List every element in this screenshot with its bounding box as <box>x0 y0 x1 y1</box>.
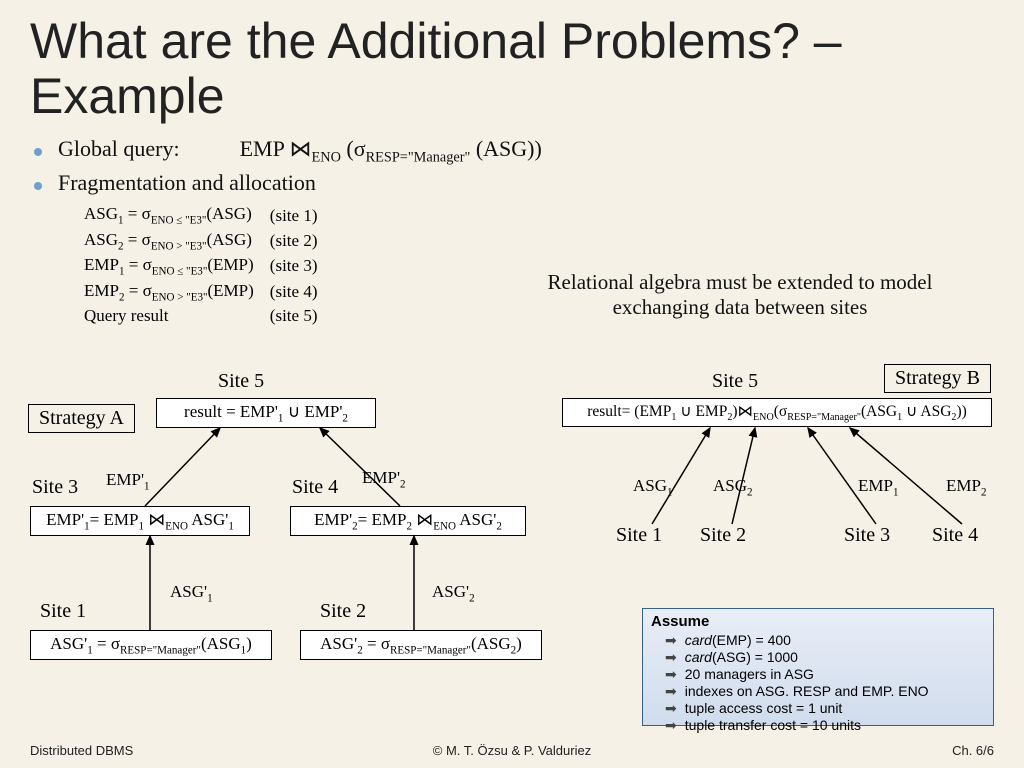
frag-label: Fragmentation and allocation <box>58 170 316 196</box>
assume-arrow-icon: ➡ <box>665 717 677 734</box>
bullet-list: Global query: EMP ⋈ENO (σRESP="Manager" … <box>0 124 1024 196</box>
frag-left: EMP1 = σENO ≤ "E3"(EMP) <box>84 255 268 278</box>
assume-item-text: 20 managers in ASG <box>685 666 814 682</box>
footer-center: © M. T. Özsu & P. Valduriez <box>0 743 1024 758</box>
frag-right: (site 4) <box>270 281 332 304</box>
extension-note: Relational algebra must be extended to m… <box>520 270 960 320</box>
slide-title: What are the Additional Problems? – Exam… <box>0 0 1024 124</box>
global-query-formula: EMP ⋈ENO (σRESP="Manager" (ASG)) <box>240 136 542 166</box>
b-emp2-label: EMP2 <box>946 476 987 498</box>
b-site3: Site 3 <box>844 524 890 547</box>
assume-item-text: card(EMP) = 400 <box>685 632 791 648</box>
emp2-arrow-label: EMP'2 <box>362 468 406 490</box>
frag-right: (site 3) <box>270 255 332 278</box>
asg1-arrow-label: ASG'1 <box>170 582 213 604</box>
strategy-b-result-box: result= (EMP1 ∪ EMP2)⋈ENO(σRESP="Manager… <box>562 398 992 427</box>
strategy-b-label: Strategy B <box>884 364 991 393</box>
frag-right: (site 5) <box>270 306 332 327</box>
frag-left: ASG2 = σENO > "E3"(ASG) <box>84 230 268 253</box>
frag-left: Query result <box>84 306 268 327</box>
assume-arrow-icon: ➡ <box>665 700 677 717</box>
assume-arrow-icon: ➡ <box>665 666 677 683</box>
strategy-a-site1: Site 1 <box>40 600 86 623</box>
strategy-a-site2: Site 2 <box>320 600 366 623</box>
strategy-b-site5: Site 5 <box>712 370 758 393</box>
assume-item-text: indexes on ASG. RESP and EMP. ENO <box>685 683 929 699</box>
footer-right: Ch. 6/6 <box>952 743 994 758</box>
assume-item-text: tuple access cost = 1 unit <box>685 700 843 716</box>
b-site2: Site 2 <box>700 524 746 547</box>
strategy-a-site4: Site 4 <box>292 476 338 499</box>
assume-item-text: card(ASG) = 1000 <box>685 649 798 665</box>
frag-left: ASG1 = σENO ≤ "E3"(ASG) <box>84 204 268 227</box>
asg2-box: ASG'2 = σRESP="Manager"(ASG2) <box>300 630 542 660</box>
bullet-icon <box>34 182 42 190</box>
strategy-a-site5: Site 5 <box>218 370 264 393</box>
assume-title: Assume <box>651 613 985 630</box>
assume-arrow-icon: ➡ <box>665 683 677 700</box>
global-query-label: Global query: <box>58 136 180 162</box>
asg2-arrow-label: ASG'2 <box>432 582 475 604</box>
assume-box: Assume ➡ card(EMP) = 400 ➡ card(ASG) = 1000… <box>642 608 994 726</box>
strategy-a-label: Strategy A <box>28 404 135 433</box>
fragmentation-table: ASG1 = σENO ≤ "E3"(ASG)(site 1)ASG2 = σE… <box>82 202 333 329</box>
b-asg1-label: ASG1 <box>633 476 673 498</box>
frag-right: (site 1) <box>270 204 332 227</box>
emp1-arrow-label: EMP'1 <box>106 470 150 492</box>
assume-arrow-icon: ➡ <box>665 649 677 666</box>
strategy-a-site3: Site 3 <box>32 476 78 499</box>
b-site1: Site 1 <box>616 524 662 547</box>
b-emp1-label: EMP1 <box>858 476 899 498</box>
assume-item-text: tuple transfer cost = 10 units <box>685 717 861 733</box>
emp2-box: EMP'2= EMP2 ⋈ENO ASG'2 <box>290 506 526 536</box>
asg1-box: ASG'1 = σRESP="Manager"(ASG1) <box>30 630 272 660</box>
emp1-box: EMP'1= EMP1 ⋈ENO ASG'1 <box>30 506 250 536</box>
strategy-a-result-box: result = EMP'1 ∪ EMP'2 <box>156 398 376 428</box>
frag-right: (site 2) <box>270 230 332 253</box>
frag-left: EMP2 = σENO > "E3"(EMP) <box>84 281 268 304</box>
assume-arrow-icon: ➡ <box>665 632 677 649</box>
bullet-icon <box>34 148 42 156</box>
b-site4: Site 4 <box>932 524 978 547</box>
b-asg2-label: ASG2 <box>713 476 753 498</box>
